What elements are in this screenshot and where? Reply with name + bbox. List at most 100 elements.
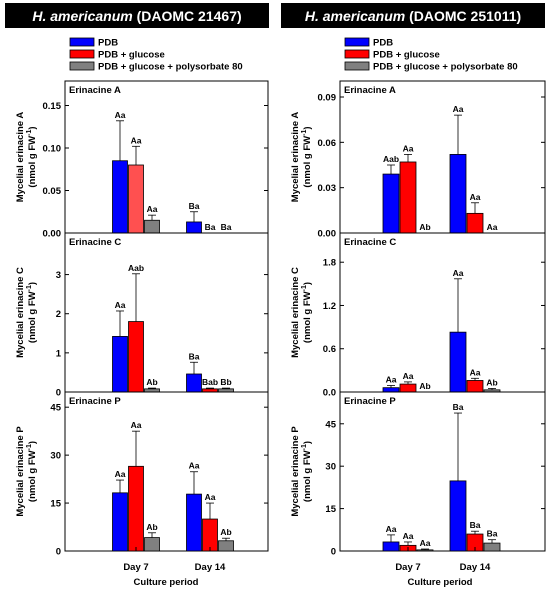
significance-label: Ab	[146, 377, 157, 387]
significance-label: Ba	[205, 222, 216, 232]
ylabel-superscript: -1	[301, 285, 308, 291]
significance-label: Ba	[487, 529, 498, 539]
ytick-label: 1.2	[323, 301, 336, 312]
bar-0-1	[449, 480, 467, 552]
ytick-label: 0.00	[318, 229, 337, 240]
significance-label: Bb	[220, 377, 231, 387]
bar-2-0	[144, 219, 160, 234]
panel-title: Erinacine C	[344, 237, 396, 248]
significance-label: Ab	[419, 381, 430, 391]
bar-1-0	[399, 383, 417, 393]
significance-label: Aa	[131, 135, 142, 145]
panel-frame	[339, 391, 546, 552]
significance-label: Aab	[383, 154, 399, 164]
xlabel-left: Culture period	[134, 577, 199, 588]
svg-text:H. americanum (DAOMC 251011): H. americanum (DAOMC 251011)	[305, 8, 521, 24]
ylabel: Mycelial erinacine C(nmol g FW-1)	[290, 267, 313, 358]
ytick-label: 0.06	[318, 138, 337, 149]
bar-0-0	[382, 541, 400, 552]
ytick-label: 0.6	[323, 344, 336, 355]
bar-1-1	[202, 518, 218, 552]
ylabel-line2: (nmol g FW	[302, 291, 313, 343]
bar-2-1	[483, 542, 501, 552]
panel-right-erinacine-a: Erinacine A 0.00 0.03 0.06 0.09 Mycelial erin…	[290, 80, 546, 240]
significance-label: Aa	[403, 143, 414, 153]
ylabel-close: )	[302, 441, 313, 444]
xtick-right-day14: Day 14	[460, 562, 491, 573]
bar-2-0	[144, 537, 160, 552]
ytick-label: 30	[325, 462, 336, 473]
panel-title: Erinacine A	[69, 85, 121, 96]
significance-label: Aa	[115, 110, 126, 120]
significance-label: Aa	[115, 469, 126, 479]
significance-label: Ba	[189, 351, 200, 361]
header-right: H. americanum (DAOMC 251011)	[281, 3, 545, 28]
panel-left-erinacine-p: Erinacine P 0 15 30 45 Mycelial erinacine P(n…	[15, 391, 269, 558]
panel-right-erinacine-p: Erinacine P 0 15 30 45 Mycelial erinacine P(n…	[290, 391, 546, 558]
ytick-label: 30	[50, 451, 61, 462]
ylabel-line2: (nmol g FW	[27, 450, 38, 502]
ylabel-close: )	[27, 126, 38, 129]
legend-left-swatch-pdb	[69, 37, 95, 47]
header-right-strain: (DAOMC 251011)	[405, 8, 521, 24]
panel-right-erinacine-c: Erinacine C 0.0 0.6 1.2 1.8 Mycelial erinacin…	[290, 232, 546, 399]
ylabel-close: )	[27, 282, 38, 285]
significance-label: Aa	[487, 222, 498, 232]
ylabel-line1: Mycelial erinacine A	[15, 112, 26, 203]
ytick-label: 45	[50, 403, 61, 414]
legend-left-label-polysorbate: PDB + glucose + polysorbate 80	[98, 62, 243, 73]
panel-title: Erinacine C	[69, 237, 121, 248]
significance-label: Aa	[453, 268, 464, 278]
ylabel: Mycelial erinacine C(nmol g FW-1)	[15, 267, 38, 358]
ytick-label: 3	[56, 270, 61, 281]
significance-label: Ab	[419, 222, 430, 232]
legend-right: PDB PDB + glucose PDB + glucose + polyso…	[344, 37, 518, 73]
panel-title: Erinacine A	[344, 85, 396, 96]
ytick-label: 0.03	[318, 183, 337, 194]
header-left-strain: (DAOMC 21467)	[133, 8, 242, 24]
xtick-left-day14: Day 14	[195, 562, 226, 573]
ylabel: Mycelial erinacine P(nmol g FW-1)	[15, 426, 38, 517]
xtick-left-day7: Day 7	[123, 562, 148, 573]
ytick-label: 0.10	[43, 144, 62, 155]
significance-label: Aab	[128, 263, 144, 273]
significance-label: Ab	[220, 527, 231, 537]
ytick-label: 0.09	[318, 93, 337, 104]
legend-left-swatch-polysorbate	[69, 61, 95, 71]
significance-label: Ab	[486, 377, 497, 387]
header-left-species: H. americanum	[32, 8, 132, 24]
xtick-right-day7: Day 7	[395, 562, 420, 573]
panel-frame	[339, 232, 546, 393]
bar-0-1	[186, 221, 202, 234]
bar-0-1	[186, 493, 202, 552]
bar-1-0	[399, 161, 417, 234]
legend-right-swatch-pdb	[344, 37, 370, 47]
ytick-label: 0.05	[43, 186, 62, 197]
bar-1-0	[128, 321, 144, 393]
bar-1-1	[466, 380, 484, 393]
bar-0-0	[382, 173, 400, 234]
significance-label: Aa	[403, 531, 414, 541]
significance-label: Aa	[403, 371, 414, 381]
significance-label: Bab	[202, 377, 218, 387]
ytick-label: 1	[56, 348, 62, 359]
legend-left-swatch-glucose	[69, 49, 95, 59]
bar-1-0	[128, 164, 144, 234]
legend-right-label-glucose: PDB + glucose	[373, 50, 440, 61]
significance-label: Aa	[470, 192, 481, 202]
ylabel-superscript: -1	[26, 130, 33, 136]
significance-label: Aa	[420, 538, 431, 548]
ylabel-line2: (nmol g FW	[302, 136, 313, 188]
bar-2-1	[218, 540, 234, 552]
significance-label: Ab	[146, 522, 157, 532]
legend-left-label-pdb: PDB	[98, 38, 118, 49]
bar-0-0	[112, 492, 128, 552]
legend-right-label-pdb: PDB	[373, 38, 393, 49]
significance-label: Ba	[189, 201, 200, 211]
bar-0-0	[382, 387, 400, 393]
ytick-label: 2	[56, 309, 61, 320]
legend-right-swatch-polysorbate	[344, 61, 370, 71]
legend-left-label-glucose: PDB + glucose	[98, 50, 165, 61]
significance-label: Ba	[221, 222, 232, 232]
